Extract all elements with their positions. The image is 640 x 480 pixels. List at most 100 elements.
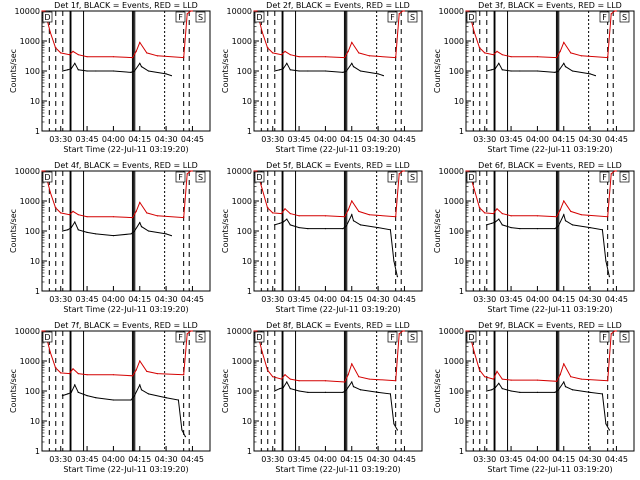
series-line-lld	[42, 10, 193, 59]
data-point-events	[510, 70, 512, 72]
y-tick-label: 10	[454, 257, 464, 266]
panel-det-5: Det 5f, BLACK = Events, RED = LLD 1 10 100 1…	[221, 161, 423, 314]
data-point-lld	[607, 56, 609, 59]
x-tick-label: 03:30	[473, 455, 496, 464]
y-axis-label: Counts/sec	[433, 209, 442, 253]
data-point-events	[147, 70, 150, 72]
series-line-events	[486, 380, 610, 431]
data-point-lld	[610, 13, 612, 15]
x-tick-label: 04:15	[552, 295, 575, 304]
saa-marker-box	[619, 11, 630, 23]
x-tick-label: 04:00	[314, 455, 337, 464]
data-point-lld	[492, 378, 495, 380]
data-point-lld	[395, 380, 397, 382]
data-point-events	[564, 66, 567, 68]
data-point-lld	[610, 333, 612, 335]
data-point-events	[86, 231, 88, 233]
data-point-lld	[398, 333, 400, 335]
saa-marker-box	[254, 171, 265, 183]
panel-title: Det 8f, BLACK = Events, RED = LLD	[266, 321, 410, 330]
saa-marker-label: F	[390, 173, 395, 182]
data-point-lld	[49, 351, 51, 353]
data-point-events	[324, 70, 327, 72]
data-point-lld	[496, 370, 498, 373]
data-point-lld	[395, 216, 397, 218]
series-line-lld	[466, 170, 617, 218]
data-point-lld	[186, 13, 188, 15]
data-point-events	[377, 391, 379, 393]
x-axis-label: Start Time (22-Jul-11 03:19:20)	[63, 145, 188, 154]
data-point-lld	[563, 41, 565, 43]
data-point-events	[389, 229, 391, 231]
data-point-lld	[402, 10, 404, 12]
data-point-events	[289, 388, 291, 390]
data-point-lld	[610, 173, 612, 175]
data-point-lld	[112, 216, 115, 218]
y-tick-label: 10000	[227, 327, 252, 336]
saa-marker-box	[599, 11, 610, 23]
data-point-events	[324, 391, 327, 393]
data-point-events	[352, 220, 355, 222]
y-axis-label: Counts/sec	[221, 369, 230, 413]
saa-marker-box	[387, 331, 398, 343]
data-point-lld	[368, 214, 370, 216]
y-tick-label: 1	[247, 287, 252, 296]
data-point-lld	[190, 330, 192, 332]
y-tick-label: 1000	[444, 197, 464, 206]
data-point-events	[396, 276, 399, 278]
data-point-events	[557, 389, 560, 391]
data-point-lld	[510, 56, 512, 58]
x-tick-label: 04:30	[367, 295, 390, 304]
data-point-lld	[135, 369, 137, 371]
x-tick-label: 04:30	[155, 135, 178, 144]
data-point-events	[279, 388, 281, 390]
x-axis-label: Start Time (22-Jul-11 03:19:20)	[487, 305, 612, 314]
saa-marker-box	[387, 11, 398, 23]
x-tick-label: 04:15	[340, 135, 363, 144]
series-line-events	[486, 213, 610, 277]
x-tick-label: 04:30	[367, 455, 390, 464]
data-point-lld	[468, 330, 470, 332]
y-tick-label: 10000	[439, 327, 464, 336]
x-tick-label: 04:00	[314, 135, 337, 144]
data-point-events	[519, 70, 521, 72]
data-point-lld	[358, 210, 360, 213]
data-point-events	[286, 381, 288, 383]
data-point-lld	[615, 330, 618, 332]
data-point-lld	[347, 374, 349, 376]
saa-marker-box	[387, 171, 398, 183]
saa-marker-box	[599, 171, 610, 183]
data-point-lld	[478, 207, 481, 209]
saa-marker-label: D	[256, 173, 262, 182]
data-point-lld	[44, 330, 46, 332]
y-axis-label: Counts/sec	[9, 49, 18, 93]
data-point-lld	[112, 374, 115, 376]
data-point-lld	[272, 212, 274, 214]
x-axis-label: Start Time (22-Jul-11 03:19:20)	[63, 465, 188, 474]
saa-marker-label: S	[198, 173, 203, 182]
data-point-lld	[256, 170, 258, 172]
y-tick-label: 100	[25, 387, 40, 396]
x-tick-label: 03:45	[76, 135, 99, 144]
y-tick-label: 1000	[232, 197, 252, 206]
data-point-lld	[77, 373, 79, 375]
series-line-events	[62, 383, 186, 437]
data-point-lld	[473, 351, 475, 353]
y-tick-label: 10000	[439, 167, 464, 176]
saa-marker-label: D	[468, 333, 474, 342]
data-point-events	[589, 226, 591, 229]
data-point-events	[86, 395, 88, 397]
data-point-events	[61, 395, 64, 397]
series-line-lld	[42, 330, 193, 377]
x-tick-label: 04:00	[526, 455, 549, 464]
data-point-lld	[501, 213, 503, 215]
data-point-events	[170, 75, 172, 77]
data-point-lld	[351, 200, 353, 202]
data-point-events	[563, 214, 565, 216]
x-tick-label: 04:15	[552, 135, 575, 144]
data-point-events	[279, 69, 281, 71]
data-point-events	[298, 390, 300, 392]
data-point-events	[282, 221, 284, 223]
data-point-events	[307, 391, 309, 393]
saa-marker-label: F	[178, 333, 183, 342]
